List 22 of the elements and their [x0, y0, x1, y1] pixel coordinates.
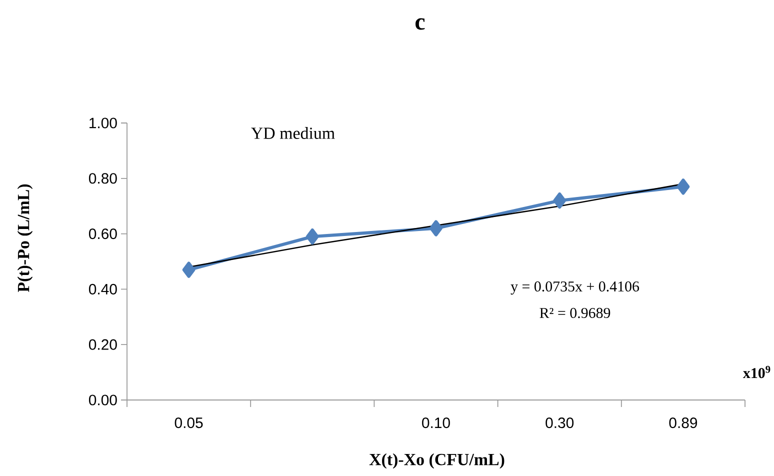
annotation: y = 0.0735x + 0.4106 — [510, 281, 640, 295]
y-tick-label: 0.20 — [88, 339, 117, 350]
x-tick-label: 0.10 — [422, 418, 450, 428]
x-tick-label: 0.05 — [174, 418, 203, 428]
point — [676, 178, 690, 195]
annotation: YD medium — [251, 127, 335, 139]
chart-title: c — [416, 18, 425, 30]
point — [306, 228, 319, 245]
x-tick-label: 0.30 — [546, 418, 574, 428]
y-tick-label: 0.40 — [88, 284, 117, 294]
annotation: x10$^{9}$ — [743, 366, 770, 378]
y-tick-label: 0.80 — [88, 173, 117, 184]
y-axis-title: P(t)-Po (L/mL) — [17, 184, 33, 292]
x-tick-label: 0.89 — [669, 418, 698, 428]
point — [430, 220, 442, 236]
point — [553, 192, 566, 209]
point — [182, 262, 196, 278]
annotation: R² = 0.9689 — [540, 308, 610, 318]
y-tick-label: 1.00 — [90, 118, 117, 128]
x-axis-title: X(t)-Xo (CFU/mL) — [369, 453, 504, 469]
y-tick-label: 0.00 — [88, 394, 117, 406]
y-tick-label: 0.60 — [88, 228, 117, 240]
